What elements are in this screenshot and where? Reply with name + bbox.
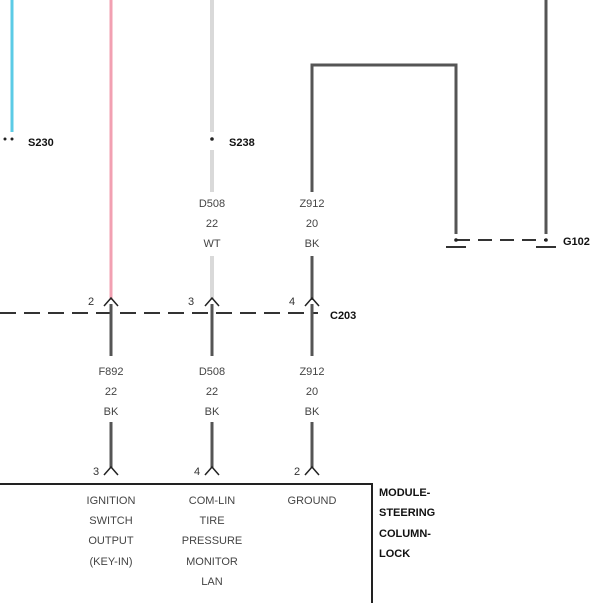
- lower-d508-color: BK: [205, 406, 220, 418]
- module-title-2: STEERING: [379, 507, 435, 519]
- splice-label-s238: S238: [229, 137, 255, 149]
- lower-f892-circuit: F892: [98, 366, 123, 378]
- upper-z912-color: BK: [305, 238, 320, 250]
- upper-d508-gauge: 22: [206, 218, 218, 230]
- ground-dot-left: [454, 238, 458, 242]
- module-title-1: MODULE-: [379, 487, 431, 499]
- lower-f892-gauge: 22: [105, 386, 117, 398]
- ground-label-g102: G102: [563, 236, 590, 248]
- module-label-comlin-4: MONITOR: [186, 556, 238, 568]
- module-chevron-1: [103, 465, 119, 476]
- module-chevron-3: [304, 465, 320, 476]
- ground-dot-right: [544, 238, 548, 242]
- c203-chevron-2: [204, 296, 220, 307]
- c203-pin-3: 4: [289, 296, 295, 308]
- lower-d508-circuit: D508: [199, 366, 225, 378]
- dark-wire-z912-loop: [310, 63, 458, 234]
- module-pin-3: 2: [294, 466, 300, 478]
- module-label-comlin-5: LAN: [201, 576, 222, 588]
- upper-z912-gauge: 20: [306, 218, 318, 230]
- c203-pin-2: 3: [188, 296, 194, 308]
- module-label-comlin-3: PRESSURE: [182, 535, 243, 547]
- splice-dot-s230-a: [3, 137, 7, 141]
- module-chevron-2: [204, 465, 220, 476]
- splice-dot-s238: [210, 137, 214, 141]
- module-pin-2: 4: [194, 466, 200, 478]
- splice-dot-s230-b: [10, 137, 14, 141]
- module-box-outline: [0, 483, 373, 603]
- splice-label-s230: S230: [28, 137, 54, 149]
- module-label-ignition-2: SWITCH: [89, 515, 132, 527]
- upper-d508-circuit: D508: [199, 198, 225, 210]
- module-label-ignition-4: (KEY-IN): [90, 556, 133, 568]
- c203-pin-1: 2: [88, 296, 94, 308]
- lower-z912-circuit: Z912: [299, 366, 324, 378]
- c203-chevron-3: [304, 296, 320, 307]
- module-label-comlin-2: TIRE: [199, 515, 224, 527]
- module-label-ignition-3: OUTPUT: [88, 535, 134, 547]
- module-label-comlin-1: COM-LIN: [189, 495, 236, 507]
- module-pin-1: 3: [93, 466, 99, 478]
- module-label-ground: GROUND: [288, 495, 337, 507]
- connector-label-c203: C203: [330, 310, 356, 322]
- lower-z912-gauge: 20: [306, 386, 318, 398]
- module-title-4: LOCK: [379, 548, 410, 560]
- upper-z912-circuit: Z912: [299, 198, 324, 210]
- lower-z912-color: BK: [305, 406, 320, 418]
- lower-f892-color: BK: [104, 406, 119, 418]
- module-label-ignition-1: IGNITION: [87, 495, 136, 507]
- lower-d508-gauge: 22: [206, 386, 218, 398]
- c203-chevron-1: [103, 296, 119, 307]
- module-title-3: COLUMN-: [379, 528, 431, 540]
- upper-d508-color: WT: [203, 238, 220, 250]
